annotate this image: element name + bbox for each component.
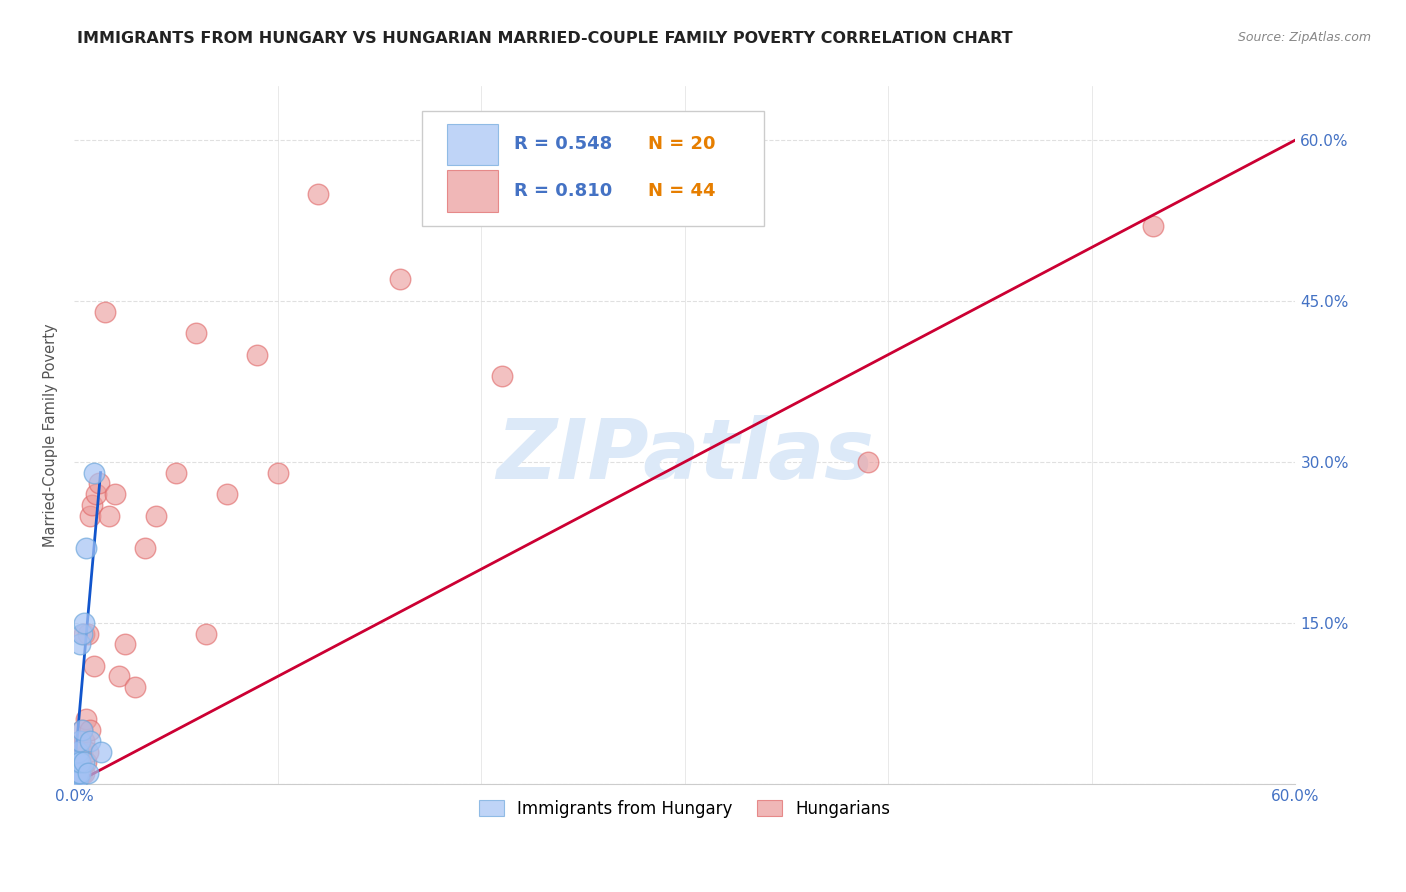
Point <box>79 508 101 523</box>
Point <box>67 756 90 770</box>
Point <box>65 772 87 786</box>
Point <box>165 466 187 480</box>
Point <box>65 745 87 759</box>
Point <box>69 734 91 748</box>
Point <box>65 766 87 780</box>
Point <box>75 712 97 726</box>
Point <box>67 772 90 786</box>
Point <box>186 326 208 340</box>
Point <box>491 369 513 384</box>
Point <box>266 466 288 480</box>
Point <box>69 756 91 770</box>
Point <box>75 541 97 555</box>
Point <box>77 766 100 780</box>
Point <box>67 766 90 780</box>
Point <box>69 637 91 651</box>
Point <box>67 750 90 764</box>
Point <box>73 734 96 748</box>
Point <box>75 756 97 770</box>
Point <box>93 304 115 318</box>
Point <box>73 615 96 630</box>
Point <box>69 766 91 780</box>
Point <box>87 476 110 491</box>
Point <box>307 186 329 201</box>
Point <box>134 541 156 555</box>
Point <box>69 766 91 780</box>
Point <box>856 455 879 469</box>
Point <box>86 487 108 501</box>
Point <box>70 766 93 780</box>
Point <box>73 626 96 640</box>
Point <box>79 723 101 737</box>
Point <box>70 723 93 737</box>
Point <box>70 723 93 737</box>
Text: IMMIGRANTS FROM HUNGARY VS HUNGARIAN MARRIED-COUPLE FAMILY POVERTY CORRELATION C: IMMIGRANTS FROM HUNGARY VS HUNGARIAN MAR… <box>77 31 1012 46</box>
Point <box>65 766 87 780</box>
Point <box>77 626 100 640</box>
Point <box>69 756 91 770</box>
Point <box>69 734 91 748</box>
Point <box>246 348 269 362</box>
Point <box>73 756 96 770</box>
Point <box>67 772 90 786</box>
Point <box>145 508 167 523</box>
Text: Source: ZipAtlas.com: Source: ZipAtlas.com <box>1237 31 1371 45</box>
Point <box>67 761 90 775</box>
Point <box>97 508 120 523</box>
FancyBboxPatch shape <box>447 170 498 211</box>
Point <box>108 669 131 683</box>
Point <box>114 637 136 651</box>
Point <box>1142 219 1164 233</box>
Text: N = 20: N = 20 <box>648 136 716 153</box>
FancyBboxPatch shape <box>447 124 498 165</box>
FancyBboxPatch shape <box>422 111 765 226</box>
Point <box>83 658 105 673</box>
Text: R = 0.810: R = 0.810 <box>513 182 612 200</box>
Point <box>104 487 127 501</box>
Text: R = 0.548: R = 0.548 <box>513 136 612 153</box>
Point <box>90 745 112 759</box>
Point <box>388 272 411 286</box>
Point <box>65 772 87 786</box>
Point <box>73 766 96 780</box>
Point <box>195 626 218 640</box>
Legend: Immigrants from Hungary, Hungarians: Immigrants from Hungary, Hungarians <box>472 793 897 824</box>
Point <box>83 466 105 480</box>
Point <box>65 756 87 770</box>
Point <box>77 745 100 759</box>
Point <box>67 745 90 759</box>
Point <box>124 680 146 694</box>
Text: N = 44: N = 44 <box>648 182 716 200</box>
Text: ZIPatlas: ZIPatlas <box>496 416 873 497</box>
Point <box>215 487 238 501</box>
Point <box>82 498 104 512</box>
Y-axis label: Married-Couple Family Poverty: Married-Couple Family Poverty <box>44 323 58 547</box>
Point <box>79 734 101 748</box>
Point <box>70 626 93 640</box>
Point <box>70 745 93 759</box>
